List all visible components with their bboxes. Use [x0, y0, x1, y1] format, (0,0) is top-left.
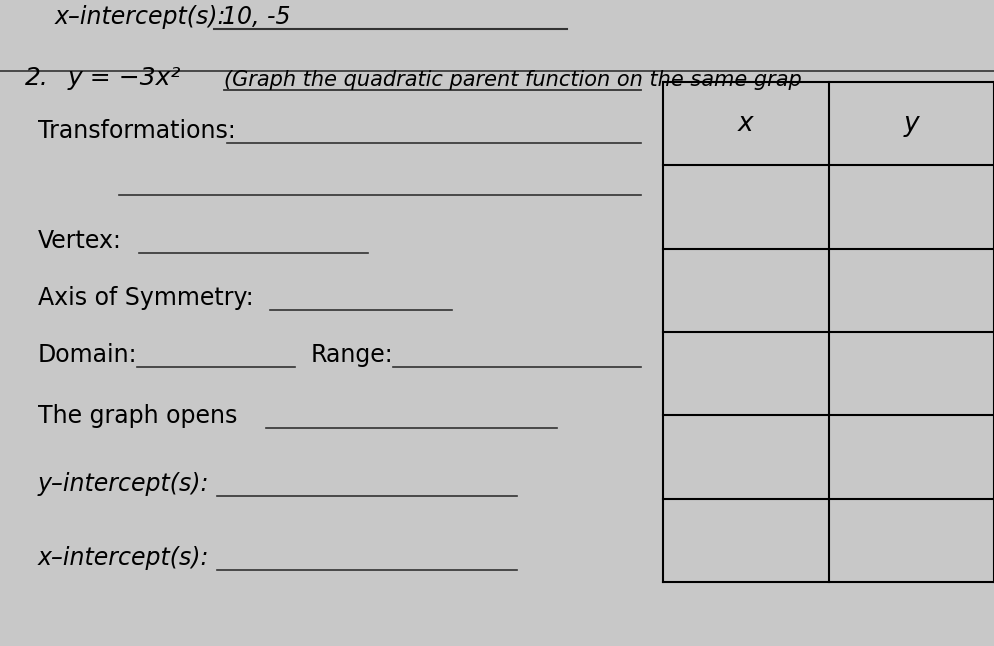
Text: The graph opens: The graph opens: [38, 404, 238, 428]
Text: 10, -5: 10, -5: [222, 5, 290, 29]
Text: Range:: Range:: [311, 343, 394, 367]
Text: Axis of Symmetry:: Axis of Symmetry:: [38, 286, 253, 310]
Text: x: x: [738, 110, 753, 137]
Text: x–intercept(s):: x–intercept(s):: [38, 546, 210, 570]
Text: Vertex:: Vertex:: [38, 229, 121, 253]
Text: x–intercept(s):: x–intercept(s):: [55, 5, 227, 29]
Text: y–intercept(s):: y–intercept(s):: [38, 472, 210, 496]
Text: y: y: [904, 110, 919, 137]
Text: y = −3x²: y = −3x²: [68, 67, 181, 90]
Text: 2.: 2.: [25, 67, 49, 90]
Text: Transformations:: Transformations:: [38, 120, 236, 143]
Text: (Graph the quadratic parent function on the same grap: (Graph the quadratic parent function on …: [224, 70, 801, 90]
Text: Domain:: Domain:: [38, 343, 137, 367]
